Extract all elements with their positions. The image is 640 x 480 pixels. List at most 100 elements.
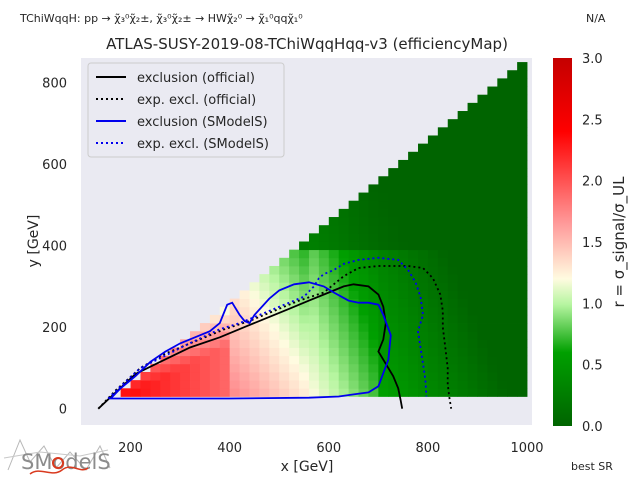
heatmap-cell xyxy=(497,371,508,381)
heatmap-cell xyxy=(348,388,359,397)
heatmap-cell xyxy=(457,192,468,202)
heatmap-cell xyxy=(487,233,498,242)
heatmap-cell xyxy=(388,363,399,373)
heatmap-cell xyxy=(259,355,270,365)
heatmap-cell xyxy=(467,380,478,389)
heatmap-cell xyxy=(427,388,439,397)
heatmap-cell xyxy=(378,265,389,275)
heatmap-cell xyxy=(477,127,488,136)
heatmap-cell xyxy=(338,314,350,324)
heatmap-cell xyxy=(368,208,379,218)
heatmap-cell xyxy=(398,217,409,226)
heatmap-cell xyxy=(249,290,260,299)
heatmap-cell xyxy=(467,111,478,120)
heatmap-cell xyxy=(328,363,340,373)
heatmap-cell xyxy=(477,331,488,340)
heatmap-cell xyxy=(477,249,488,259)
heatmap-cell xyxy=(467,151,478,161)
heatmap-cell xyxy=(398,241,409,251)
heatmap-cell xyxy=(338,388,350,397)
heatmap-cell xyxy=(437,355,449,365)
heatmap-cell xyxy=(408,282,419,291)
heatmap-cell xyxy=(418,200,429,210)
heatmap-cell xyxy=(378,363,389,373)
heatmap-cell xyxy=(308,241,320,251)
heatmap-cell xyxy=(259,388,270,397)
heatmap-cell xyxy=(289,371,300,381)
heatmap-cell xyxy=(358,208,369,218)
heatmap-cell xyxy=(447,265,459,275)
heatmap-cell xyxy=(398,355,409,365)
heatmap-cell xyxy=(378,323,389,332)
heatmap-cell xyxy=(338,298,350,308)
heatmap-cell xyxy=(447,380,459,389)
heatmap-cell xyxy=(467,184,478,193)
heatmap-cell xyxy=(507,380,518,389)
heatmap-cell xyxy=(467,355,478,365)
heatmap-cell xyxy=(517,184,528,193)
heatmap-cell xyxy=(358,290,369,299)
heatmap-cell xyxy=(457,314,468,324)
heatmap-cell xyxy=(457,363,468,373)
heatmap-cell xyxy=(447,151,459,161)
heatmap-cell xyxy=(467,168,478,177)
heatmap-cell xyxy=(269,388,280,397)
heatmap-cell xyxy=(427,298,439,308)
heatmap-cell xyxy=(467,159,478,169)
heatmap-cell xyxy=(249,388,260,397)
heatmap-cell xyxy=(437,363,449,373)
heatmap-cell xyxy=(427,217,439,226)
heatmap-cell xyxy=(517,78,528,87)
heatmap-cell xyxy=(229,306,240,316)
heatmap-cell xyxy=(497,135,508,145)
heatmap-cell xyxy=(487,217,498,226)
heatmap-cell xyxy=(408,225,419,234)
heatmap-cell xyxy=(427,380,439,389)
heatmap-cell xyxy=(368,184,379,193)
heatmap-cell xyxy=(457,347,468,357)
heatmap-cell xyxy=(507,217,518,226)
heatmap-cell xyxy=(239,388,250,397)
heatmap-cell xyxy=(457,249,468,259)
heatmap-cell xyxy=(289,290,300,299)
heatmap-cell xyxy=(447,233,459,242)
heatmap-cell xyxy=(457,111,468,120)
heatmap-cell xyxy=(348,323,359,332)
heatmap-cell xyxy=(130,380,141,389)
heatmap-cell xyxy=(338,347,350,357)
heatmap-cell xyxy=(398,363,409,373)
heatmap-cell xyxy=(348,217,359,226)
heatmap-cell xyxy=(299,355,310,365)
heatmap-cell xyxy=(507,208,518,218)
heatmap-cell xyxy=(408,290,419,299)
heatmap-cell xyxy=(507,314,518,324)
heatmap-cell xyxy=(408,363,419,373)
heatmap-cell xyxy=(368,225,379,234)
heatmap-cell xyxy=(418,380,429,389)
heatmap-cell xyxy=(279,371,290,381)
heatmap-cell xyxy=(497,241,508,251)
x-tick-label: 600 xyxy=(316,441,341,456)
heatmap-cell xyxy=(408,371,419,381)
heatmap-cell xyxy=(408,159,419,169)
heatmap-cell xyxy=(457,355,468,365)
heatmap-cell xyxy=(497,86,508,96)
heatmap-cell xyxy=(299,290,310,299)
heatmap-cell xyxy=(437,388,449,397)
heatmap-cell xyxy=(388,200,399,210)
heatmap-cell xyxy=(457,339,468,348)
heatmap-cell xyxy=(497,192,508,202)
heatmap-cell xyxy=(368,282,379,291)
heatmap-cell xyxy=(507,78,518,87)
heatmap-cell xyxy=(398,306,409,316)
heatmap-cell xyxy=(219,371,231,381)
heatmap-cell xyxy=(418,331,429,340)
heatmap-cell xyxy=(239,339,250,348)
heatmap-cell xyxy=(517,217,528,226)
heatmap-cell xyxy=(388,225,399,234)
heatmap-cell xyxy=(437,347,449,357)
heatmap-cell xyxy=(477,274,488,283)
heatmap-cell xyxy=(427,241,439,251)
heatmap-cell xyxy=(497,127,508,136)
heatmap-cell xyxy=(249,371,260,381)
